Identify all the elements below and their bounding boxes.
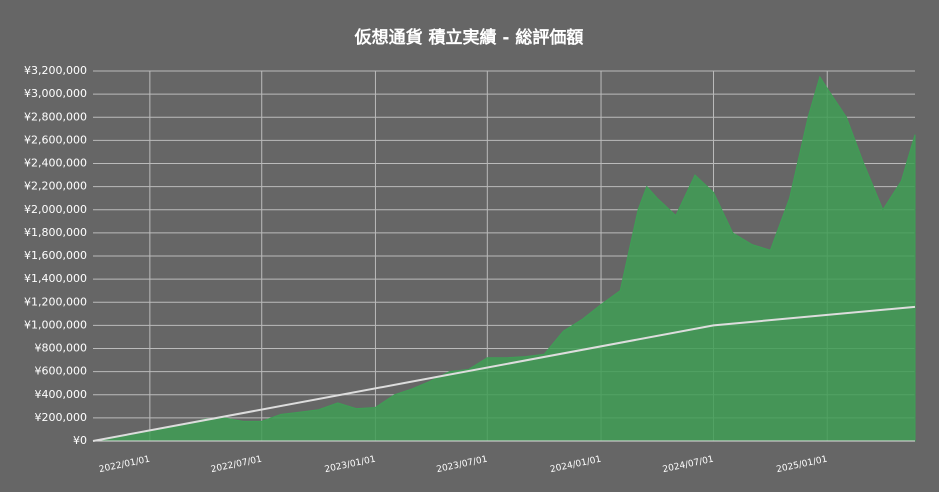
y-tick-label: ¥200,000 — [35, 411, 88, 424]
y-tick-label: ¥1,600,000 — [24, 249, 87, 262]
y-tick-label: ¥1,200,000 — [24, 295, 87, 308]
y-tick-label: ¥0 — [73, 434, 87, 447]
y-tick-label: ¥1,400,000 — [24, 272, 87, 285]
y-tick-label: ¥2,600,000 — [24, 133, 87, 146]
chart-title: 仮想通貨 積立実績 - 総評価額 — [354, 27, 584, 48]
y-tick-label: ¥3,200,000 — [24, 64, 87, 77]
y-tick-label: ¥2,200,000 — [24, 180, 87, 193]
y-tick-label: ¥2,400,000 — [24, 157, 87, 170]
y-tick-label: ¥1,000,000 — [24, 318, 87, 331]
y-tick-label: ¥800,000 — [35, 342, 88, 355]
line — [92, 305, 916, 442]
y-tick-label: ¥400,000 — [35, 388, 88, 401]
y-tick-label: ¥2,000,000 — [24, 203, 87, 216]
y-tick-label: ¥3,000,000 — [24, 87, 87, 100]
area — [92, 75, 916, 442]
y-tick-label: ¥1,800,000 — [24, 226, 87, 239]
y-tick-label: ¥2,800,000 — [24, 110, 87, 123]
y-tick-label: ¥600,000 — [35, 365, 88, 378]
